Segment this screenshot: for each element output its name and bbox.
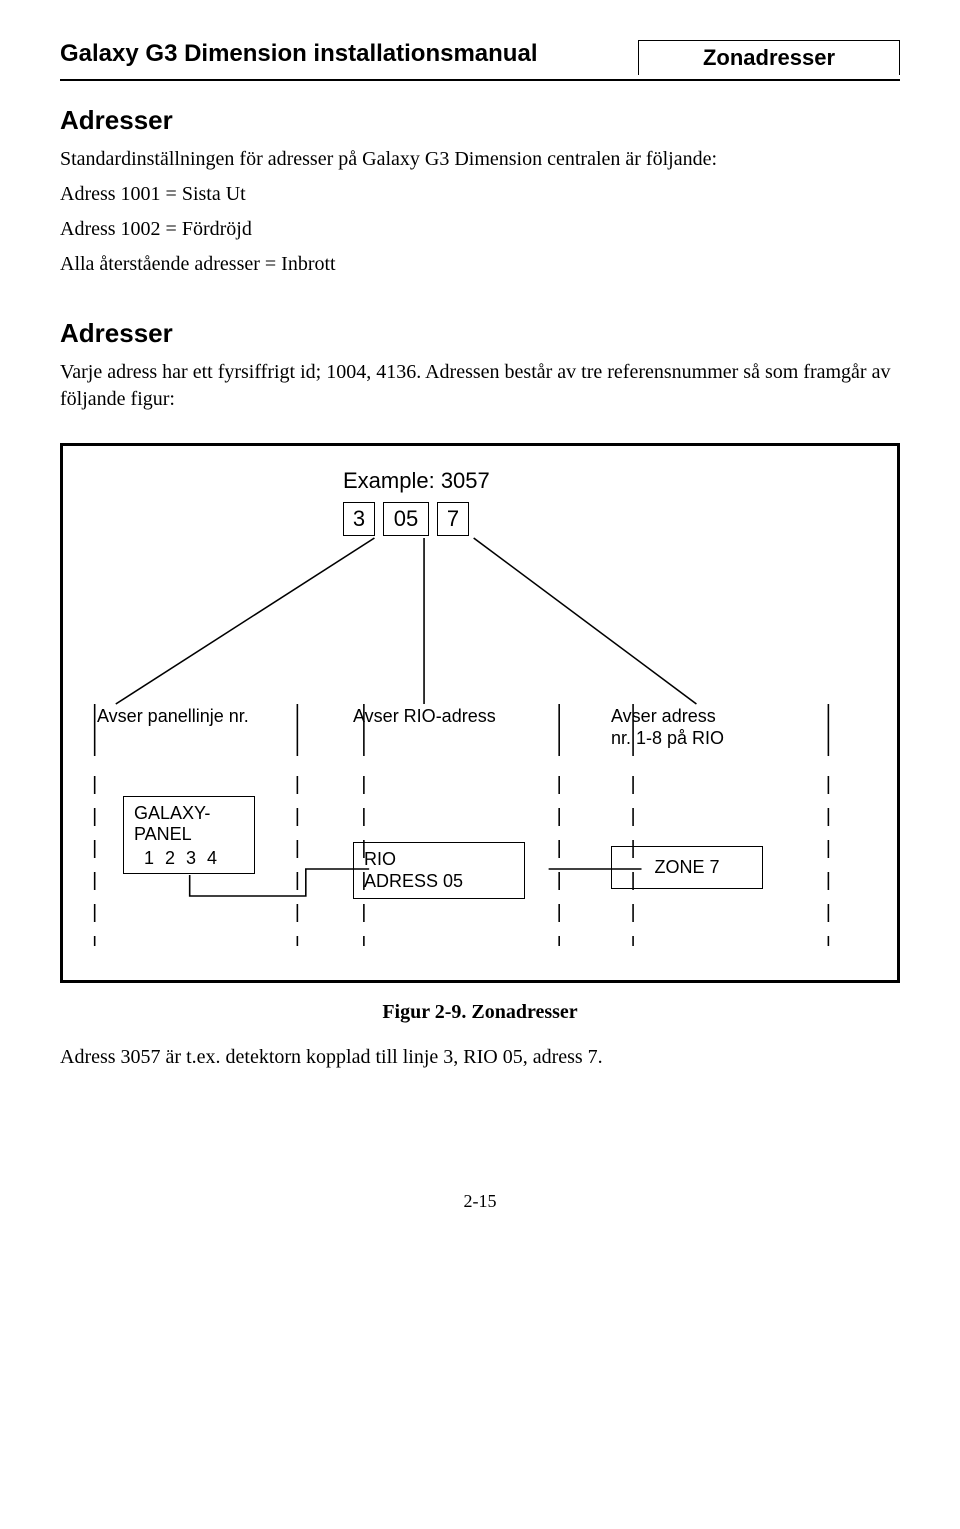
- section1-line1: Adress 1001 = Sista Ut: [60, 181, 900, 208]
- header-title-right: Zonadresser: [638, 40, 900, 75]
- rio-l2: ADRESS 05: [364, 871, 463, 891]
- address-diagram: Example: 3057 3 05 7 Avser panellinje nr…: [60, 443, 900, 983]
- example-label: Example: 3057: [343, 468, 490, 494]
- figure-caption: Figur 2-9. Zonadresser: [60, 1001, 900, 1024]
- galaxy-panel-box: GALAXY- PANEL 1 2 3 4: [123, 796, 255, 874]
- note3-line1: Avser adress: [611, 706, 716, 726]
- rio-l1: RIO: [364, 849, 396, 869]
- page-number: 2-15: [60, 1191, 900, 1212]
- digit-box-3: 7: [437, 502, 469, 536]
- galaxy-nums: 1 2 3 4: [134, 848, 244, 869]
- closing-text: Adress 3057 är t.ex. detektorn kopplad t…: [60, 1044, 900, 1071]
- section2-body: Varje adress har ett fyrsiffrigt id; 100…: [60, 359, 900, 413]
- header-rule: [60, 79, 900, 81]
- section1-intro: Standardinställningen för adresser på Ga…: [60, 146, 900, 173]
- zone-box: ZONE 7: [611, 846, 763, 889]
- note-box-2: Avser RIO-adress: [353, 706, 533, 728]
- section1-line3: Alla återstående adresser = Inbrott: [60, 251, 900, 278]
- digit-box-2: 05: [383, 502, 429, 536]
- section-heading-2: Adresser: [60, 318, 900, 349]
- section-heading-1: Adresser: [60, 105, 900, 136]
- section1-line2: Adress 1002 = Fördröjd: [60, 216, 900, 243]
- galaxy-l1: GALAXY-: [134, 803, 210, 823]
- rio-box: RIO ADRESS 05: [353, 842, 525, 899]
- note3-line2: nr. 1-8 på RIO: [611, 728, 724, 748]
- note-box-1: Avser panellinje nr.: [97, 706, 277, 728]
- galaxy-l2: PANEL: [134, 824, 192, 844]
- note-box-3: Avser adress nr. 1-8 på RIO: [611, 706, 781, 749]
- header-title-left: Galaxy G3 Dimension installationsmanual: [60, 40, 618, 75]
- digit-box-1: 3: [343, 502, 375, 536]
